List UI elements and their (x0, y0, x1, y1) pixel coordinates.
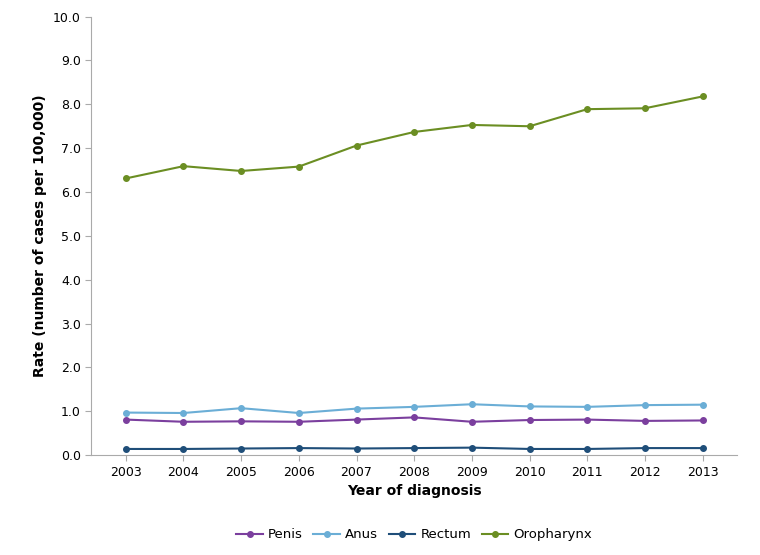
Oropharynx (122, 175, 131, 182)
Line: Oropharynx: Oropharynx (123, 94, 705, 181)
Rectum (236, 445, 245, 452)
Legend: Penis, Anus, Rectum, Oropharynx: Penis, Anus, Rectum, Oropharynx (231, 523, 597, 547)
Anus (698, 401, 707, 408)
Rectum (698, 445, 707, 451)
Penis (294, 418, 303, 425)
Oropharynx (410, 129, 419, 135)
Anus (583, 403, 592, 410)
Rectum (467, 445, 477, 451)
Anus (525, 403, 534, 410)
Oropharynx (236, 168, 245, 174)
Line: Rectum: Rectum (123, 445, 705, 452)
Anus (352, 405, 361, 412)
Oropharynx (467, 122, 477, 128)
Oropharynx (525, 123, 534, 129)
Y-axis label: Rate (number of cases per 100,000): Rate (number of cases per 100,000) (33, 94, 47, 377)
Penis (525, 417, 534, 423)
Oropharynx (698, 93, 707, 100)
Anus (467, 401, 477, 407)
Line: Anus: Anus (123, 401, 705, 416)
Anus (641, 402, 650, 408)
Penis (641, 417, 650, 424)
Oropharynx (641, 105, 650, 112)
Penis (179, 418, 188, 425)
Rectum (179, 446, 188, 452)
Rectum (122, 446, 131, 452)
Penis (698, 417, 707, 424)
Rectum (352, 445, 361, 452)
Anus (122, 409, 131, 416)
Penis (467, 418, 477, 425)
Penis (352, 416, 361, 423)
Oropharynx (179, 163, 188, 169)
Line: Penis: Penis (123, 415, 705, 425)
Rectum (525, 446, 534, 452)
Oropharynx (583, 106, 592, 113)
Oropharynx (294, 163, 303, 170)
Rectum (294, 445, 303, 451)
Penis (410, 414, 419, 421)
Penis (236, 418, 245, 425)
Rectum (583, 446, 592, 452)
Rectum (641, 445, 650, 451)
Penis (122, 416, 131, 423)
Anus (294, 410, 303, 416)
Oropharynx (352, 142, 361, 149)
Rectum (410, 445, 419, 451)
Penis (583, 416, 592, 423)
Anus (236, 405, 245, 411)
Anus (410, 403, 419, 410)
X-axis label: Year of diagnosis: Year of diagnosis (347, 484, 482, 498)
Anus (179, 410, 188, 416)
